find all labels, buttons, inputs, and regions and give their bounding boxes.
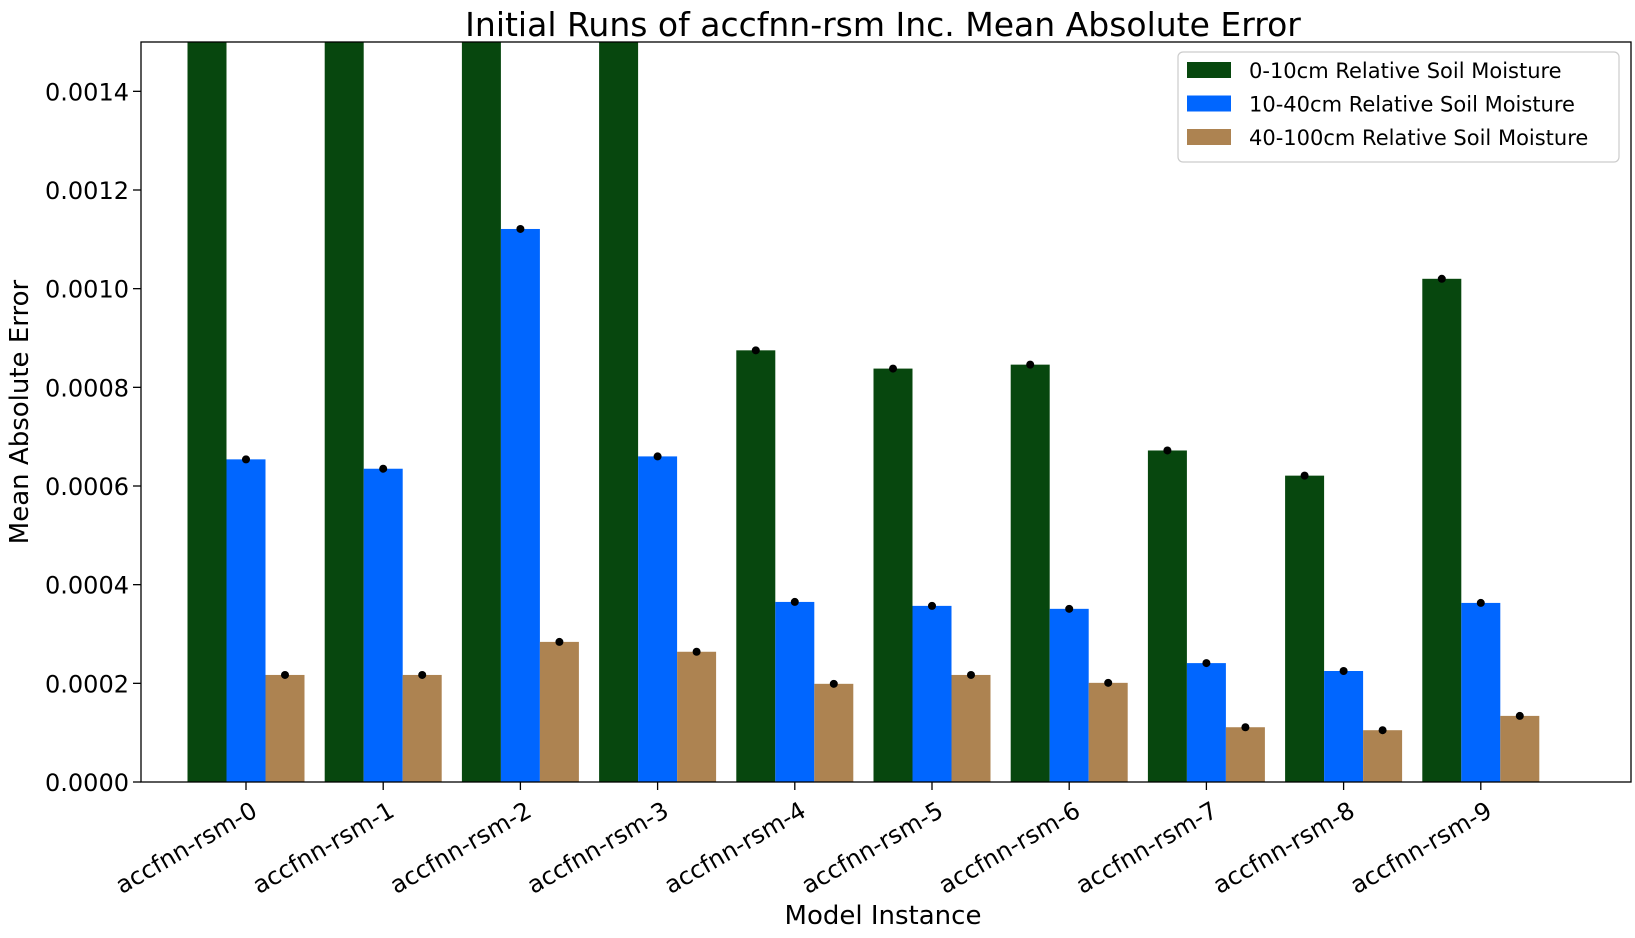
bar xyxy=(1363,730,1403,782)
bar xyxy=(599,42,639,782)
plot-frame xyxy=(140,41,1632,783)
y-axis: 0.0000 0.0002 0.0004 0.0006 0.0008 0.0010 0.00… xyxy=(45,78,141,797)
bar xyxy=(1147,450,1187,782)
bar-top-marker xyxy=(1339,667,1348,675)
bar xyxy=(1010,364,1050,782)
x-tick-label: accfnn-rsm-6 xyxy=(934,796,1085,899)
bar-top-marker xyxy=(653,452,662,461)
bar-top-marker xyxy=(928,601,936,610)
bar xyxy=(402,674,442,782)
bar xyxy=(951,674,991,782)
bar xyxy=(775,601,815,782)
bar xyxy=(1500,715,1540,782)
legend-swatch xyxy=(1187,95,1231,112)
bar-top-marker xyxy=(1437,274,1446,283)
x-tick-label: accfnn-rsm-5 xyxy=(797,796,948,899)
x-tick-label: accfnn-rsm-8 xyxy=(1208,796,1359,899)
legend-swatch xyxy=(1187,62,1231,78)
bar xyxy=(873,368,913,782)
y-tick-label: 0.0004 xyxy=(45,572,129,600)
bar-top-marker xyxy=(751,346,760,355)
bar xyxy=(265,674,305,782)
bar xyxy=(1285,475,1325,782)
bar-top-marker xyxy=(692,647,701,656)
bar xyxy=(736,350,776,782)
bar-top-marker xyxy=(1104,678,1113,687)
bar-top-marker xyxy=(242,455,250,464)
bar-top-marker xyxy=(281,670,289,679)
bar-top-marker xyxy=(1515,711,1524,720)
chart-title: Initial Runs of accfnn-rsm Inc. Mean Abs… xyxy=(465,5,1301,44)
bar-top-marker xyxy=(1241,723,1250,732)
bar-top-marker xyxy=(1163,446,1172,455)
bar-top-marker xyxy=(1476,598,1485,607)
bar xyxy=(363,468,403,782)
x-tick-label: accfnn-rsm-9 xyxy=(1345,796,1496,899)
bar xyxy=(500,228,540,782)
bar-top-marker xyxy=(418,670,427,679)
x-tick-label: accfnn-rsm-3 xyxy=(522,796,673,899)
legend-label: 40-100cm Relative Soil Moisture xyxy=(1249,126,1588,150)
y-tick-label: 0.0010 xyxy=(45,276,129,304)
bar xyxy=(638,456,678,782)
y-tick-label: 0.0012 xyxy=(45,177,129,205)
y-axis-label: Mean Absolute Error xyxy=(5,280,35,545)
bar-top-marker xyxy=(1026,360,1035,369)
bar xyxy=(539,641,579,782)
bar-top-marker xyxy=(1065,604,1074,613)
bar-top-marker xyxy=(967,670,975,679)
plot-area xyxy=(187,42,1540,782)
bar-top-marker xyxy=(555,637,564,646)
bar xyxy=(1324,671,1364,782)
y-tick-label: 0.0014 xyxy=(45,78,129,106)
legend-label: 0-10cm Relative Soil Moisture xyxy=(1249,59,1562,83)
bar-top-marker xyxy=(379,464,388,473)
bar xyxy=(461,42,501,782)
x-tick-label: accfnn-rsm-0 xyxy=(111,796,262,899)
legend-box xyxy=(1177,51,1620,163)
x-tick-label: accfnn-rsm-1 xyxy=(248,796,399,899)
bar xyxy=(1422,278,1462,782)
bar-top-marker xyxy=(889,364,897,373)
bar xyxy=(226,459,266,782)
bar xyxy=(1186,663,1226,782)
y-tick-label: 0.0008 xyxy=(45,374,129,402)
bar xyxy=(814,683,854,782)
bar xyxy=(1088,682,1128,782)
bar-top-marker xyxy=(790,597,799,606)
y-tick-label: 0.0000 xyxy=(45,769,129,797)
x-tick-label: accfnn-rsm-2 xyxy=(385,796,536,899)
bar-top-marker xyxy=(1202,659,1211,668)
bar-top-marker xyxy=(1300,471,1309,480)
x-axis: accfnn-rsm-0accfnn-rsm-1accfnn-rsm-2accf… xyxy=(111,782,1497,900)
y-tick-label: 0.0002 xyxy=(45,670,129,698)
x-tick-label: accfnn-rsm-4 xyxy=(659,796,810,899)
bar xyxy=(677,651,717,782)
legend-swatch xyxy=(1187,129,1231,145)
bar xyxy=(1049,608,1089,782)
legend-label: 10-40cm Relative Soil Moisture xyxy=(1249,93,1575,117)
bar-top-marker xyxy=(1378,726,1387,735)
bar xyxy=(1461,602,1501,782)
bar xyxy=(912,605,952,782)
bar xyxy=(324,42,364,782)
bar-top-marker xyxy=(516,224,525,233)
x-tick-label: accfnn-rsm-7 xyxy=(1071,796,1222,899)
bar xyxy=(187,42,227,782)
bar xyxy=(1225,727,1265,782)
y-tick-label: 0.0006 xyxy=(45,473,129,501)
x-axis-label: Model Instance xyxy=(785,901,982,931)
bar-top-marker xyxy=(829,679,838,688)
legend: 0-10cm Relative Soil Moisture 10-40cm Rel… xyxy=(1177,51,1620,163)
